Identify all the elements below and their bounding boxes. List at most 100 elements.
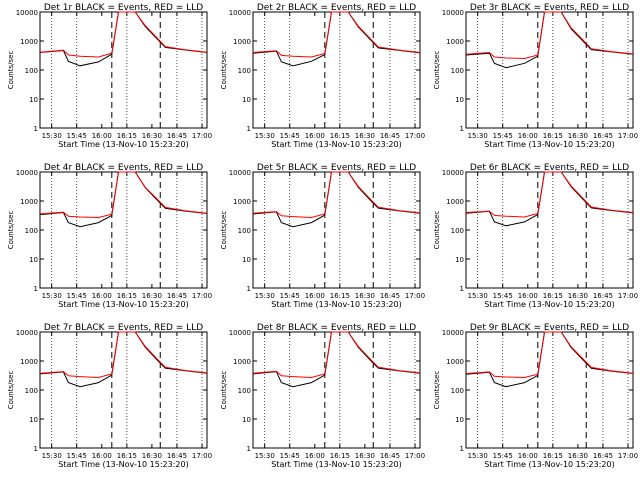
lld-series-line	[465, 331, 634, 379]
lld-series-line	[252, 171, 421, 219]
x-tick-label: 17:00	[192, 132, 212, 140]
x-tick-label: 16:45	[593, 452, 613, 460]
x-tick-label: 15:45	[67, 452, 87, 460]
lld-series-line	[465, 11, 634, 60]
y-tick-label: 10000	[229, 329, 251, 337]
panel-title: Det 4r BLACK = Events, RED = LLD	[44, 163, 203, 173]
x-tick-label: 17:00	[618, 132, 638, 140]
y-tick-label: 10000	[229, 169, 251, 177]
x-tick-label: 16:15	[543, 452, 563, 460]
y-tick-label: 10	[455, 96, 464, 104]
y-tick-label: 1000	[233, 38, 251, 46]
detector-panel: Det 7r BLACK = Events, RED = LLD 1 10 100 10…	[7, 323, 212, 469]
x-tick-label: 17:00	[405, 452, 425, 460]
y-tick-label: 100	[238, 227, 251, 235]
events-series-line	[465, 11, 634, 69]
x-tick-label: 15:45	[493, 452, 513, 460]
x-axis-label: Start Time (13-Nov-10 15:23:20)	[58, 460, 188, 469]
events-series-line	[252, 11, 421, 67]
x-axis-label: Start Time (13-Nov-10 15:23:20)	[484, 460, 614, 469]
x-tick-label: 16:15	[543, 132, 563, 140]
x-tick-label: 16:45	[380, 292, 400, 300]
detector-panel: Det 3r BLACK = Events, RED = LLD 1 10 100 10…	[433, 3, 638, 149]
plot-frame	[252, 331, 421, 449]
events-series-line	[252, 171, 421, 228]
plot-frame	[465, 171, 634, 289]
x-tick-label: 15:30	[468, 452, 488, 460]
x-tick-label: 16:45	[167, 132, 187, 140]
x-tick-label: 15:30	[255, 292, 275, 300]
plot-frame	[252, 171, 421, 289]
plot-frame	[465, 11, 634, 129]
y-tick-label: 1	[34, 125, 38, 133]
x-tick-label: 15:45	[493, 132, 513, 140]
x-tick-label: 16:30	[568, 292, 588, 300]
x-tick-label: 17:00	[192, 452, 212, 460]
y-tick-label: 100	[25, 67, 38, 75]
y-tick-label: 1000	[20, 358, 38, 366]
x-tick-label: 16:15	[330, 452, 350, 460]
x-tick-label: 16:30	[142, 292, 162, 300]
x-tick-label: 16:45	[380, 452, 400, 460]
detector-panel: Det 2r BLACK = Events, RED = LLD 1 10 100 10…	[220, 3, 425, 149]
y-tick-label: 100	[25, 387, 38, 395]
x-tick-label: 15:30	[255, 452, 275, 460]
detector-panel: Det 8r BLACK = Events, RED = LLD 1 10 100 10…	[220, 323, 425, 469]
plot-frame	[39, 331, 208, 449]
y-tick-label: 10	[29, 256, 38, 264]
y-tick-label: 10000	[16, 329, 38, 337]
detector-panel: Det 9r BLACK = Events, RED = LLD 1 10 100 10…	[433, 323, 638, 469]
x-tick-label: 17:00	[405, 292, 425, 300]
y-tick-label: 1	[247, 285, 251, 293]
x-tick-label: 15:30	[255, 132, 275, 140]
detector-panel: Det 5r BLACK = Events, RED = LLD 1 10 100 10…	[220, 163, 425, 309]
x-tick-label: 16:15	[117, 132, 137, 140]
x-tick-label: 16:00	[305, 132, 325, 140]
x-tick-label: 16:00	[305, 292, 325, 300]
y-axis-label: Counts/sec	[433, 211, 441, 250]
y-tick-label: 1	[460, 125, 464, 133]
y-tick-label: 10000	[16, 9, 38, 17]
y-tick-label: 10	[29, 416, 38, 424]
x-tick-label: 15:45	[493, 292, 513, 300]
y-tick-label: 10000	[442, 9, 464, 17]
x-tick-label: 16:30	[355, 292, 375, 300]
y-tick-label: 1	[34, 285, 38, 293]
y-tick-label: 100	[238, 387, 251, 395]
x-axis-label: Start Time (13-Nov-10 15:23:20)	[271, 140, 401, 149]
x-tick-label: 17:00	[618, 292, 638, 300]
y-axis-label: Counts/sec	[220, 51, 228, 90]
y-axis-label: Counts/sec	[7, 51, 15, 90]
y-tick-label: 1000	[233, 198, 251, 206]
x-axis-label: Start Time (13-Nov-10 15:23:20)	[484, 300, 614, 309]
y-tick-label: 100	[238, 67, 251, 75]
lld-series-line	[39, 171, 208, 219]
events-series-line	[39, 171, 208, 228]
events-series-line	[465, 331, 634, 388]
x-axis-label: Start Time (13-Nov-10 15:23:20)	[271, 460, 401, 469]
x-tick-label: 17:00	[618, 452, 638, 460]
lld-series-line	[39, 11, 208, 58]
plot-frame	[465, 331, 634, 449]
plot-frame	[252, 11, 421, 129]
y-axis-label: Counts/sec	[7, 371, 15, 410]
x-tick-label: 16:30	[355, 452, 375, 460]
x-tick-label: 16:45	[593, 292, 613, 300]
x-tick-label: 15:45	[67, 292, 87, 300]
y-tick-label: 1000	[446, 358, 464, 366]
y-axis-label: Counts/sec	[433, 371, 441, 410]
x-tick-label: 17:00	[405, 132, 425, 140]
x-tick-label: 16:00	[92, 132, 112, 140]
detector-panel: Det 1r BLACK = Events, RED = LLD 1 10 100 10…	[7, 3, 212, 149]
y-tick-label: 10	[242, 416, 251, 424]
y-tick-label: 1000	[446, 38, 464, 46]
y-axis-label: Counts/sec	[433, 51, 441, 90]
x-tick-label: 16:30	[568, 132, 588, 140]
events-series-line	[39, 11, 208, 67]
x-tick-label: 16:00	[92, 292, 112, 300]
x-tick-label: 16:15	[330, 292, 350, 300]
y-tick-label: 1000	[233, 358, 251, 366]
y-tick-label: 10000	[16, 169, 38, 177]
x-tick-label: 15:45	[67, 132, 87, 140]
x-axis-label: Start Time (13-Nov-10 15:23:20)	[58, 140, 188, 149]
